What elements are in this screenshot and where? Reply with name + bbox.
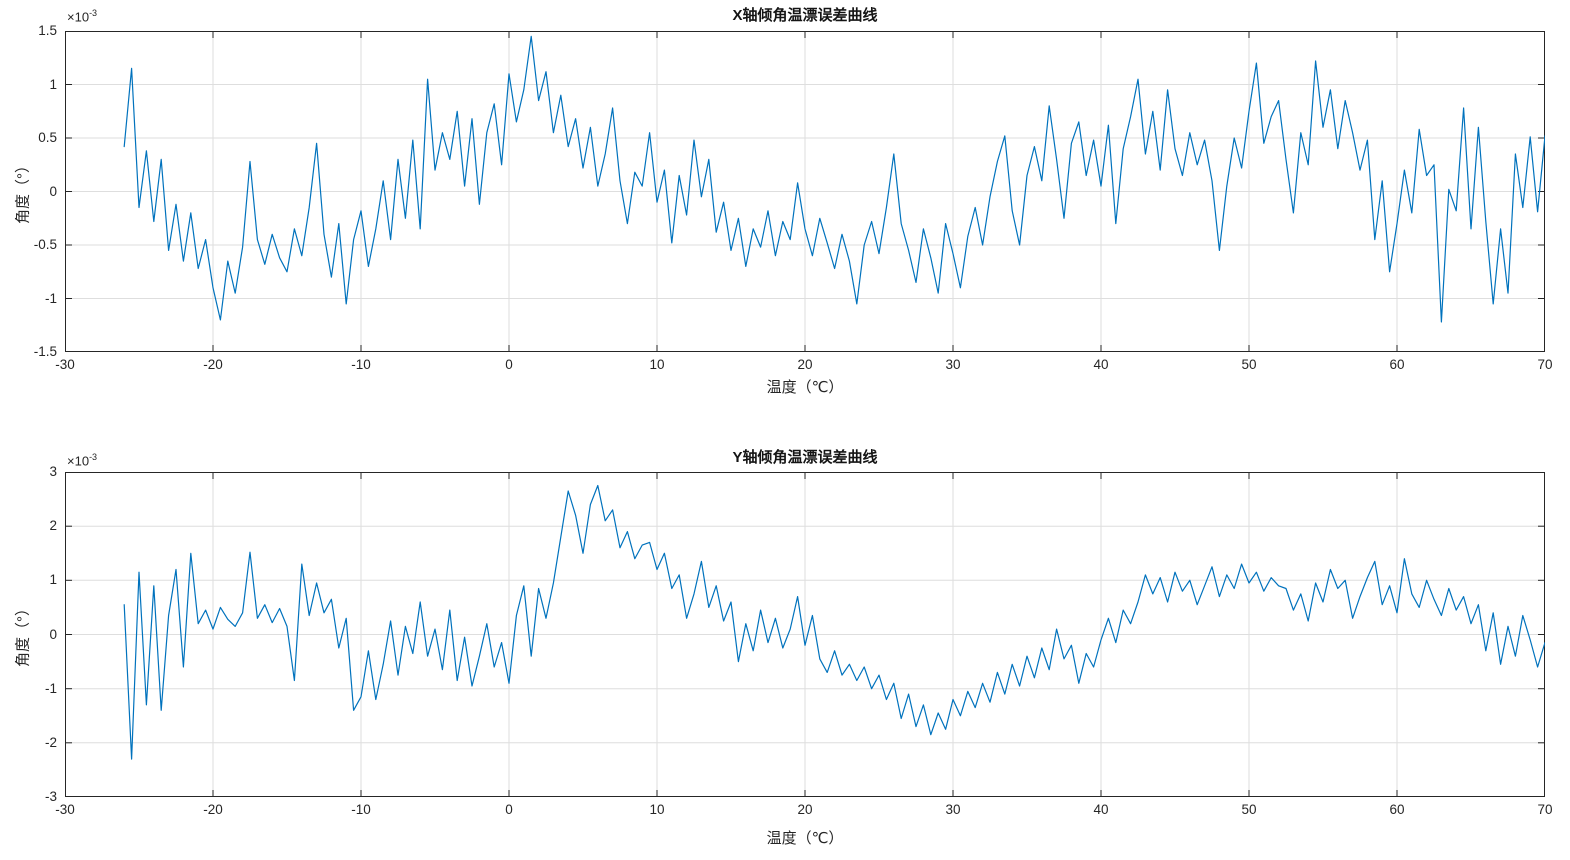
x-tick-label: 70 — [1537, 357, 1553, 372]
y-axis-exponent-label: ×10-3 — [67, 8, 97, 24]
x-tick-label: 50 — [1241, 357, 1257, 372]
x-tick-label: 0 — [505, 802, 513, 817]
data-line — [123, 35, 1545, 323]
x-tick-label: 70 — [1537, 802, 1553, 817]
chart-title: Y轴倾角温漂误差曲线 — [732, 449, 878, 466]
x-tick-label: -10 — [351, 357, 371, 372]
x-axis-label: 温度（℃） — [766, 379, 844, 396]
axes-box — [65, 31, 1545, 352]
y-tick-label: 3 — [49, 464, 57, 479]
x-tick-label: 60 — [1389, 357, 1405, 372]
exponent-base: ×10 — [67, 9, 90, 25]
y-tick-label: -3 — [44, 789, 57, 804]
exponent-power: -3 — [89, 8, 98, 18]
y-tick-label: 0 — [49, 183, 57, 199]
x-tick-label: 20 — [797, 802, 813, 817]
x-tick-label: 30 — [945, 802, 961, 817]
x-axis-label: 温度（℃） — [766, 830, 844, 847]
y-tick-label: 1 — [49, 76, 57, 92]
x-tick-label: -10 — [351, 802, 371, 817]
x-tick-label: -30 — [55, 357, 75, 372]
y-tick-label: 1.5 — [38, 23, 57, 38]
axes-box — [65, 472, 1545, 797]
x-tick-label: 40 — [1093, 802, 1109, 817]
y-axis-exponent-label: ×10-3 — [67, 452, 97, 468]
x-tick-label: 10 — [649, 357, 665, 372]
y-tick-label: 1 — [49, 572, 57, 588]
y-tick-label: -1 — [44, 680, 57, 696]
x-tick-label: 10 — [649, 802, 665, 817]
y-tick-label: 2 — [49, 518, 57, 534]
y-tick-label: 0 — [49, 626, 57, 642]
y-tick-label: -0.5 — [33, 237, 57, 252]
x-tick-label: -20 — [203, 357, 223, 372]
chart-title: X轴倾角温漂误差曲线 — [732, 7, 878, 24]
y-tick-label: 0.5 — [38, 130, 57, 145]
data-line — [123, 484, 1545, 760]
plot-svg — [65, 472, 1545, 797]
y-tick-label: -2 — [44, 734, 57, 750]
x-tick-label: 30 — [945, 357, 961, 372]
y-tick-label: -1.5 — [33, 344, 57, 359]
y-tick-label: -1 — [44, 290, 57, 306]
exponent-power: -3 — [89, 452, 98, 462]
plot-svg — [65, 31, 1545, 352]
x-tick-label: 0 — [505, 357, 513, 372]
x-tick-label: 20 — [797, 357, 813, 372]
x-tick-label: -20 — [203, 802, 223, 817]
x-tick-label: -30 — [55, 802, 75, 817]
x-tick-label: 60 — [1389, 802, 1405, 817]
x-tick-label: 40 — [1093, 357, 1109, 372]
exponent-base: ×10 — [67, 453, 90, 469]
x-tick-label: 50 — [1241, 802, 1257, 817]
